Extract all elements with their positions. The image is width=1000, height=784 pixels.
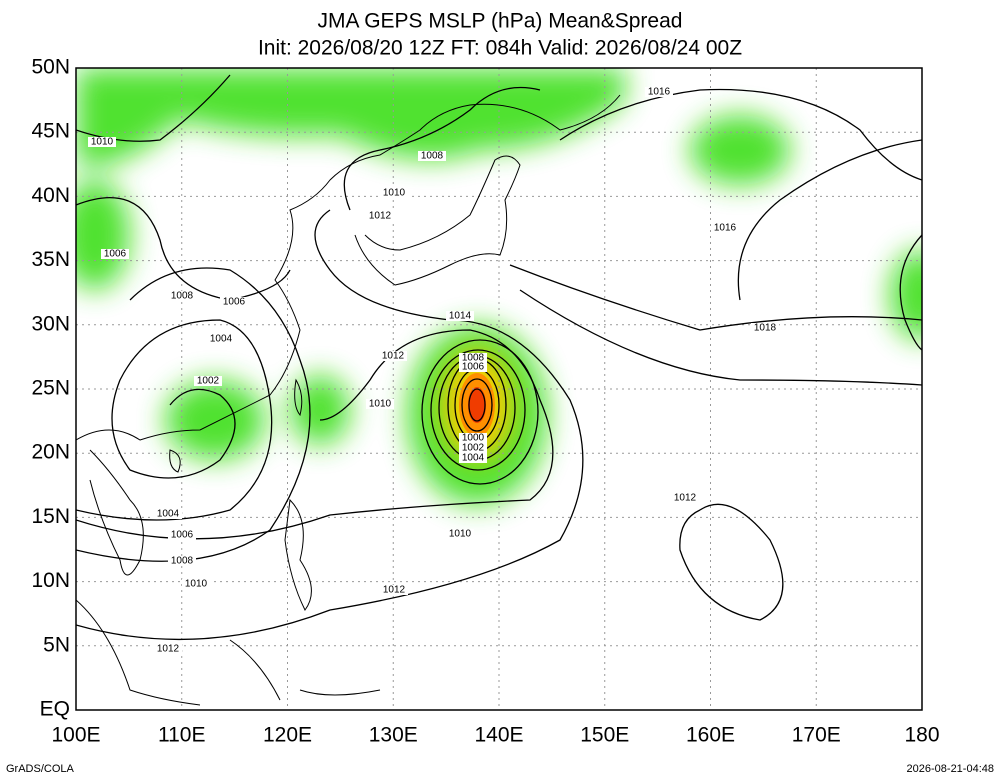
contour-label-bg <box>459 433 487 443</box>
contour-label: 1008 <box>171 291 194 302</box>
contour-label: 1012 <box>382 351 405 362</box>
contour-label: 1000 <box>462 433 485 444</box>
contour-label: 1012 <box>674 493 697 504</box>
y-tick-label: EQ <box>40 698 70 721</box>
contour-label-bg <box>446 311 474 321</box>
contour-label: 1016 <box>714 223 737 234</box>
contour-label: 1008 <box>421 151 444 162</box>
y-tick-label: 30N <box>31 312 70 335</box>
contour-label-bg <box>194 376 222 386</box>
contour-label: 1010 <box>383 188 406 199</box>
x-tick-label: 180 <box>904 724 939 747</box>
contour-label-bg <box>380 585 408 595</box>
y-tick-label: 10N <box>31 569 70 592</box>
x-tick-label: 140E <box>474 724 523 747</box>
contour-label-bg <box>711 223 739 233</box>
x-tick-label: 100E <box>51 724 100 747</box>
x-tick-label: 130E <box>369 724 418 747</box>
contour-label-bg <box>182 579 210 589</box>
coastlines <box>76 94 621 706</box>
contour-label-bg <box>671 493 699 503</box>
contour-label-bg <box>751 323 779 333</box>
contour-label-bg <box>379 351 407 361</box>
y-tick-label: 15N <box>31 505 70 528</box>
contour-label-bg <box>154 644 182 654</box>
contour-label: 1006 <box>223 297 246 308</box>
contour-label: 1012 <box>369 211 392 222</box>
x-tick-label: 160E <box>686 724 735 747</box>
y-tick-label: 40N <box>31 184 70 207</box>
contour-label: 1012 <box>383 585 406 596</box>
x-tick-label: 150E <box>580 724 629 747</box>
contour-label-bg <box>418 151 446 161</box>
map-frame <box>75 67 923 711</box>
y-tick-label: 25N <box>31 377 70 400</box>
contour-label-bg <box>366 399 394 409</box>
contour-label-bg <box>168 291 196 301</box>
contour-label-bg <box>207 334 235 344</box>
contour-label-bg <box>366 211 394 221</box>
spread-shading <box>76 68 922 505</box>
contour-label-bg <box>459 443 487 453</box>
contour-label: 1002 <box>462 443 485 454</box>
contour-label-bg <box>154 509 182 519</box>
contour-label: 1006 <box>462 362 485 373</box>
contour-label-bg <box>88 137 116 147</box>
contour-label: 1006 <box>171 530 194 541</box>
y-tick-label: 50N <box>31 56 70 79</box>
contour-label: 1012 <box>157 644 180 655</box>
x-tick-label: 170E <box>792 724 841 747</box>
contour-label-bg <box>220 297 248 307</box>
contour-label: 1014 <box>449 311 472 322</box>
contour-label-bg <box>101 249 129 259</box>
contour-label: 1010 <box>185 579 208 590</box>
contour-label: 1018 <box>754 323 777 334</box>
contour-label-bg <box>446 529 474 539</box>
subtitle: Init: 2026/08/20 12Z FT: 084h Valid: 202… <box>258 37 742 60</box>
y-tick-label: 35N <box>31 248 70 271</box>
y-tick-label: 45N <box>31 120 70 143</box>
contour-label: 1016 <box>648 87 671 98</box>
contour-label-bg <box>380 188 408 198</box>
x-tick-label: 110E <box>158 724 206 747</box>
contour-label: 1010 <box>449 529 472 540</box>
footer-right: 2026-08-21-04:48 <box>907 763 994 775</box>
contour-label-bg <box>459 353 487 363</box>
y-tick-label: 20N <box>31 441 70 464</box>
contour-label-bg <box>459 362 487 372</box>
contour-label-bg <box>459 453 487 463</box>
contour-label: 1006 <box>104 249 127 260</box>
title: JMA GEPS MSLP (hPa) Mean&Spread <box>318 10 683 33</box>
contour-label: 1010 <box>369 399 392 410</box>
contour-label: 1008 <box>462 353 485 364</box>
contour-label: 1008 <box>171 556 194 567</box>
contour-label-bg <box>645 87 673 97</box>
contour-label: 1010 <box>91 137 114 148</box>
contour-label: 1004 <box>210 334 233 345</box>
x-tick-label: 120E <box>263 724 312 747</box>
contour-label: 1004 <box>157 509 180 520</box>
contour-label-bg <box>168 556 196 566</box>
contour-label: 1004 <box>462 453 485 464</box>
contour-label-bg <box>168 530 196 540</box>
contour-label: 1002 <box>197 376 220 387</box>
y-tick-label: 5N <box>43 633 70 656</box>
footer-left: GrADS/COLA <box>6 763 75 775</box>
